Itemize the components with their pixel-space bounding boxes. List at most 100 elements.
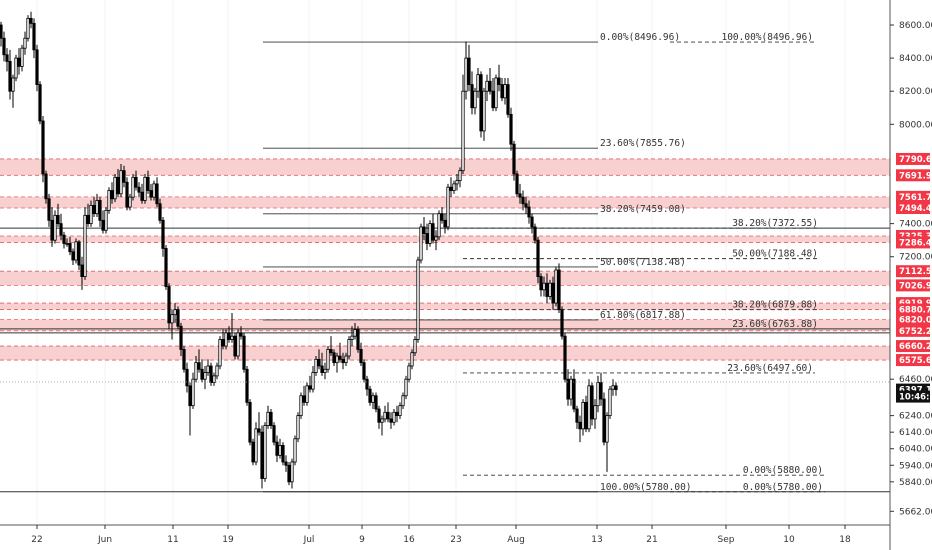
candle-body bbox=[476, 74, 480, 92]
resistance-zone bbox=[0, 303, 890, 310]
candle-body bbox=[8, 61, 12, 92]
price-tick-label: 8200.00 bbox=[899, 87, 932, 97]
candle-body bbox=[329, 349, 333, 354]
grid bbox=[36, 0, 846, 525]
candle-body bbox=[275, 441, 279, 456]
resistance-zone bbox=[0, 235, 890, 243]
candle-body bbox=[170, 314, 174, 324]
candle-body bbox=[86, 214, 90, 225]
time-axis[interactable]: 22 Jun 11 19 Jul 9 16 23 Aug 13 21 Sep 10 18 bbox=[31, 525, 851, 545]
candle-body bbox=[536, 239, 540, 277]
candle-body bbox=[320, 365, 324, 373]
price-tag bbox=[896, 279, 930, 292]
price-axis[interactable]: 8600.00 8400.00 8200.00 8000.00 7400.00 7200.… bbox=[890, 21, 932, 517]
candle-body bbox=[119, 170, 123, 195]
time-tick-label: 9 bbox=[359, 535, 365, 545]
candle-body bbox=[173, 309, 177, 316]
candle-body bbox=[224, 332, 228, 347]
candle-body bbox=[512, 143, 516, 175]
candle-body bbox=[464, 57, 468, 92]
candle-body bbox=[218, 339, 222, 367]
candle-body bbox=[98, 200, 102, 221]
price-tag bbox=[896, 340, 930, 353]
candle-body bbox=[101, 219, 105, 231]
candle-body bbox=[356, 329, 360, 350]
candle-body bbox=[5, 54, 9, 62]
candle-body bbox=[569, 378, 573, 400]
candle-body bbox=[587, 385, 591, 430]
candle-body bbox=[485, 80, 489, 92]
candle-body bbox=[467, 57, 471, 85]
candle-body bbox=[611, 385, 615, 390]
candle-body bbox=[332, 352, 336, 364]
candle-body bbox=[458, 170, 462, 181]
candle-body bbox=[425, 233, 429, 244]
candle-body bbox=[167, 286, 171, 324]
candle-body bbox=[269, 411, 273, 426]
candle-body bbox=[149, 190, 153, 198]
candle-body bbox=[122, 170, 126, 183]
price-tick-label: 5840.00 bbox=[899, 478, 932, 488]
candle-body bbox=[242, 335, 246, 370]
fib-level-label: 50.00%(7138.48) bbox=[600, 257, 686, 268]
price-tag-label: 6660.21 bbox=[899, 342, 932, 352]
candle-body bbox=[353, 329, 357, 337]
candle-body bbox=[248, 401, 252, 443]
candle-body bbox=[254, 428, 258, 463]
candle-body bbox=[431, 223, 435, 241]
candle-body bbox=[59, 223, 63, 236]
candle-body bbox=[554, 269, 558, 304]
time-tick-label: 13 bbox=[591, 535, 602, 545]
price-tag-label: 6575.62 bbox=[899, 356, 932, 366]
candle-body bbox=[614, 385, 618, 391]
candle-body bbox=[317, 358, 321, 367]
candle-body bbox=[392, 411, 396, 423]
resistance-zone bbox=[0, 346, 890, 361]
candle-body bbox=[389, 418, 393, 423]
candle-body bbox=[38, 84, 42, 122]
candle-body bbox=[545, 282, 549, 297]
candle-body bbox=[62, 234, 66, 244]
fib-level-label: 50.00%(7188.48) bbox=[732, 249, 818, 260]
candle-body bbox=[494, 77, 498, 109]
fib-level-label: 23.60%(6763.88) bbox=[732, 319, 818, 330]
candle-body bbox=[314, 358, 318, 373]
price-tag-label: 10:46:54 bbox=[899, 393, 932, 403]
time-tick-label: 18 bbox=[839, 535, 851, 545]
candle-body bbox=[20, 47, 24, 67]
candle-body bbox=[176, 309, 180, 327]
candle-body bbox=[104, 209, 108, 231]
candle-body bbox=[578, 421, 582, 430]
fib-level-label: 23.60%(7855.76) bbox=[600, 138, 686, 149]
candle-body bbox=[26, 17, 30, 39]
price-tick-label: 7200.00 bbox=[899, 253, 932, 263]
candle-body bbox=[35, 49, 39, 85]
candle-body bbox=[557, 269, 561, 311]
price-tick-label: 8000.00 bbox=[899, 120, 932, 130]
candle-body bbox=[215, 365, 219, 377]
candle-body bbox=[506, 84, 510, 115]
candle-body bbox=[563, 335, 567, 380]
candle-body bbox=[95, 200, 99, 215]
candle-body bbox=[41, 120, 45, 175]
candle-body bbox=[152, 183, 156, 198]
candle-body bbox=[29, 17, 33, 24]
candle-body bbox=[128, 196, 132, 208]
candle-body bbox=[551, 282, 555, 304]
price-tag-label: 6752.26 bbox=[899, 327, 932, 337]
price-tag bbox=[896, 169, 930, 182]
candle-body bbox=[251, 441, 255, 463]
fib-level-label: 38.20%(6879.88) bbox=[732, 300, 818, 311]
price-tag-label: 6820.00 bbox=[899, 316, 932, 326]
candle-body bbox=[161, 219, 165, 249]
time-tick-label: 23 bbox=[450, 535, 461, 545]
candle-body bbox=[470, 84, 474, 109]
time-tick-label: 16 bbox=[403, 535, 415, 545]
candle-body bbox=[125, 181, 129, 208]
candle-body bbox=[47, 198, 51, 221]
candle-body bbox=[491, 90, 495, 109]
candle-body bbox=[284, 461, 288, 466]
candle-body bbox=[2, 37, 6, 56]
candle-body bbox=[302, 395, 306, 403]
